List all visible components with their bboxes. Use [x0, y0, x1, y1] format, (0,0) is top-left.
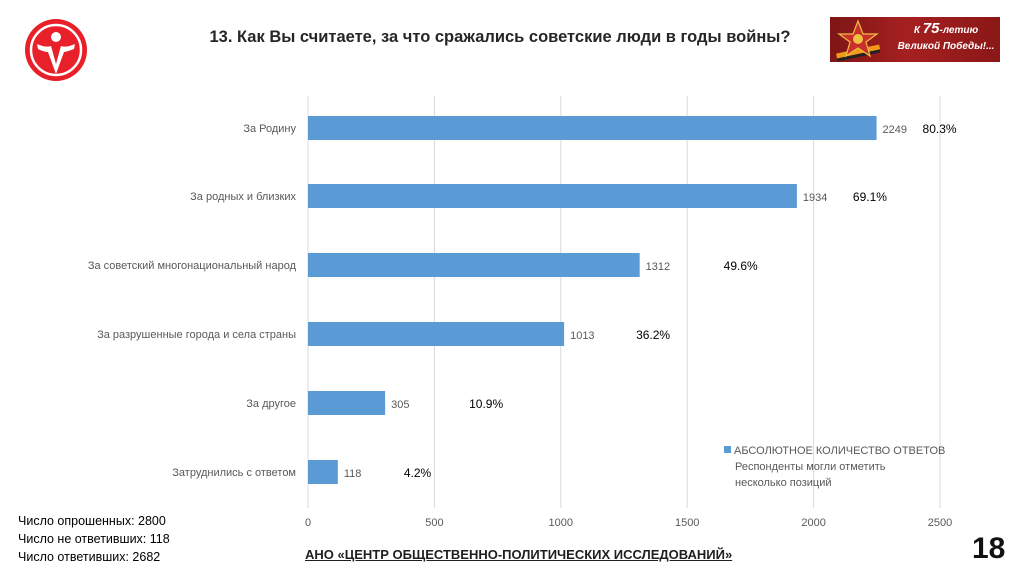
- category-label: За советский многонациональный народ: [88, 260, 297, 272]
- banner-text: К 75-летию Великой Победы!...: [894, 21, 998, 55]
- order-star-icon: [836, 19, 880, 61]
- survey-stats: Число опрошенных: 2800 Число не ответивш…: [18, 512, 170, 566]
- bar: [308, 184, 797, 208]
- x-tick-label: 500: [425, 517, 443, 529]
- value-label: 1934: [803, 192, 827, 204]
- x-tick-label: 1500: [675, 517, 699, 529]
- value-label: 118: [344, 468, 362, 480]
- bar: [308, 253, 640, 277]
- stat-answered: Число ответивших: 2682: [18, 550, 161, 564]
- percent-label: 10.9%: [469, 397, 503, 411]
- victory-banner: К 75-летию Великой Победы!...: [830, 17, 1000, 62]
- percent-label: 69.1%: [853, 190, 887, 204]
- bar: [308, 460, 338, 484]
- stat-not-answered: Число не ответивших: 118: [18, 532, 170, 546]
- legend-note-line2: несколько позиций: [735, 477, 832, 489]
- legend-series-name: АБСОЛЮТНОЕ КОЛИЧЕСТВО ОТВЕТОВ: [734, 445, 946, 457]
- banner-line1-post: -летию: [939, 25, 979, 36]
- percent-label: 36.2%: [636, 328, 670, 342]
- value-label: 305: [391, 399, 409, 411]
- banner-line2: Великой Победы!...: [897, 41, 995, 52]
- stat-surveyed: Число опрошенных: 2800: [18, 514, 166, 528]
- percent-label: 49.6%: [724, 259, 758, 273]
- bar: [308, 391, 386, 415]
- chart-legend: АБСОЛЮТНОЕ КОЛИЧЕСТВО ОТВЕТОВ Респондент…: [724, 443, 964, 491]
- value-label: 1013: [570, 330, 594, 342]
- category-label: Затруднились с ответом: [172, 467, 296, 479]
- percent-label: 4.2%: [404, 466, 432, 480]
- category-label: За разрушенные города и села страны: [97, 329, 296, 341]
- banner-line1-pre: К: [913, 25, 923, 36]
- bar: [308, 322, 565, 346]
- percent-label: 80.3%: [923, 122, 957, 136]
- x-tick-label: 2000: [801, 517, 825, 529]
- organization-logo: [25, 19, 87, 81]
- footer-organization: АНО «ЦЕНТР ОБЩЕСТВЕННО-ПОЛИТИЧЕСКИХ ИССЛ…: [305, 547, 733, 562]
- legend-swatch: [724, 446, 731, 453]
- banner-number: 75: [922, 20, 940, 37]
- page-title: 13. Как Вы считаете, за что сражались со…: [209, 28, 791, 46]
- x-tick-label: 1000: [549, 517, 573, 529]
- value-label: 1312: [646, 261, 670, 273]
- x-tick-label: 0: [305, 517, 311, 529]
- page-number: 18: [972, 532, 1006, 565]
- category-label: За другое: [246, 398, 296, 410]
- x-tick-label: 2500: [928, 517, 952, 529]
- category-label: За родных и близких: [190, 191, 296, 203]
- value-label: 2249: [883, 124, 907, 136]
- bar: [308, 116, 877, 140]
- category-label: За Родину: [243, 123, 296, 135]
- legend-note-line1: Респонденты могли отметить: [735, 461, 886, 473]
